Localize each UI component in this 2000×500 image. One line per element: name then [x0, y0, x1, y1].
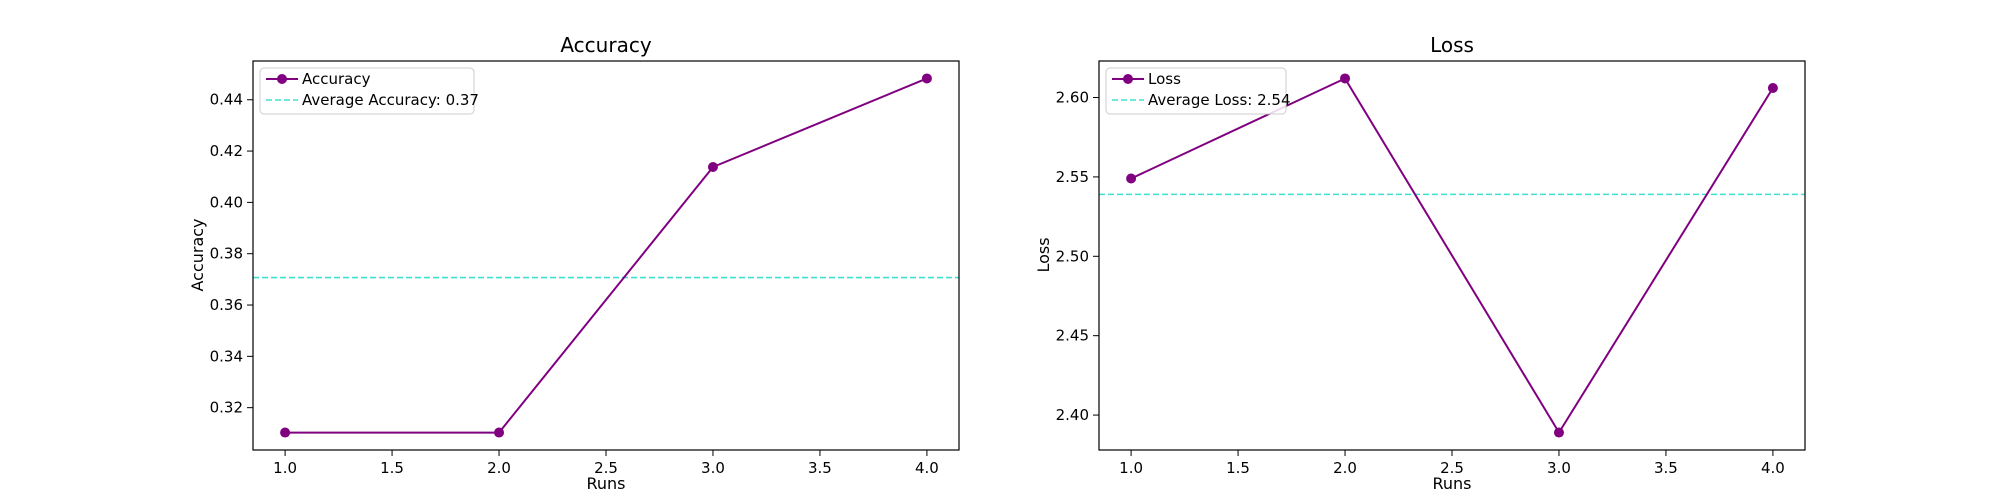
axes-frame: [1098, 60, 1806, 451]
y-tick-label: 0.44: [210, 91, 243, 109]
series-line: [285, 77, 928, 434]
x-tick-label: 2.5: [1440, 459, 1464, 477]
data-point-marker: [1767, 82, 1778, 93]
loss-chart: Loss Runs Loss 1.0 1.5 2.0 2.5 3.0 3.5 4.0 2.40…: [1034, 33, 1806, 493]
data-point-marker: [1126, 173, 1137, 184]
x-tick-label: 2.5: [594, 459, 618, 477]
axes-frame: [252, 60, 960, 451]
legend: Accuracy Average Accuracy: 0.37: [259, 67, 479, 115]
tick-group: 1.0 1.5 2.0 2.5 3.0 3.5 4.0 2.40 2.45 2.50 2.55 2.6…: [1056, 89, 1785, 477]
x-axis-label: Runs: [1432, 474, 1471, 493]
legend-series-marker: [1123, 74, 1133, 84]
x-tick-label: 3.5: [808, 459, 832, 477]
y-axis-label: Loss: [1034, 237, 1053, 272]
x-tick-label: 1.0: [1119, 459, 1143, 477]
y-tick-label: 2.55: [1056, 168, 1089, 186]
y-tick-label: 0.40: [210, 193, 243, 211]
x-tick-label: 2.0: [487, 459, 511, 477]
plot-area: [1099, 73, 1805, 438]
legend-box: [1105, 67, 1287, 115]
data-point-marker: [707, 161, 718, 172]
x-tick-label: 3.5: [1654, 459, 1678, 477]
x-tick-label: 2.0: [1333, 459, 1357, 477]
x-tick-label: 3.0: [701, 459, 725, 477]
y-tick-label: 2.40: [1056, 406, 1089, 424]
y-tick-label: 0.38: [210, 245, 243, 263]
y-tick-label: 2.45: [1056, 327, 1089, 345]
legend-series-label: Loss: [1148, 70, 1181, 88]
series-line: [1130, 77, 1774, 434]
y-tick-label: 0.32: [210, 399, 243, 417]
y-tick-label: 0.34: [210, 347, 243, 365]
x-tick-label: 1.5: [1226, 459, 1250, 477]
data-point-marker: [1553, 427, 1564, 438]
y-tick-label: 0.42: [210, 142, 243, 160]
accuracy-chart: Accuracy Runs Accuracy 1.0 1.5 2.0 2.5 3.0 3.…: [188, 33, 960, 493]
x-tick-label: 1.0: [273, 459, 297, 477]
y-axis-label: Accuracy: [188, 218, 207, 291]
y-tick-label: 0.36: [210, 296, 243, 314]
tick-group: 1.0 1.5 2.0 2.5 3.0 3.5 4.0 0.32 0.34 0.36 0.38 0.4…: [210, 91, 939, 477]
legend-reference-label: Average Accuracy: 0.37: [302, 91, 479, 109]
legend-box: [259, 67, 475, 115]
legend: Loss Average Loss: 2.54: [1105, 67, 1291, 115]
data-point-marker: [280, 427, 291, 438]
y-tick-label: 2.50: [1056, 247, 1089, 265]
data-point-marker: [921, 73, 932, 84]
chart-title: Loss: [1430, 33, 1474, 57]
x-tick-label: 4.0: [1761, 459, 1785, 477]
chart-title: Accuracy: [560, 33, 651, 57]
data-point-marker: [494, 427, 505, 438]
x-axis-label: Runs: [586, 474, 625, 493]
legend-reference-label: Average Loss: 2.54: [1148, 91, 1291, 109]
x-tick-label: 4.0: [915, 459, 939, 477]
data-point-marker: [1340, 73, 1351, 84]
legend-series-label: Accuracy: [302, 70, 371, 88]
y-tick-label: 2.60: [1056, 89, 1089, 107]
legend-series-marker: [277, 74, 287, 84]
x-tick-label: 3.0: [1547, 459, 1571, 477]
plot-area: [253, 73, 959, 438]
x-tick-label: 1.5: [380, 459, 404, 477]
